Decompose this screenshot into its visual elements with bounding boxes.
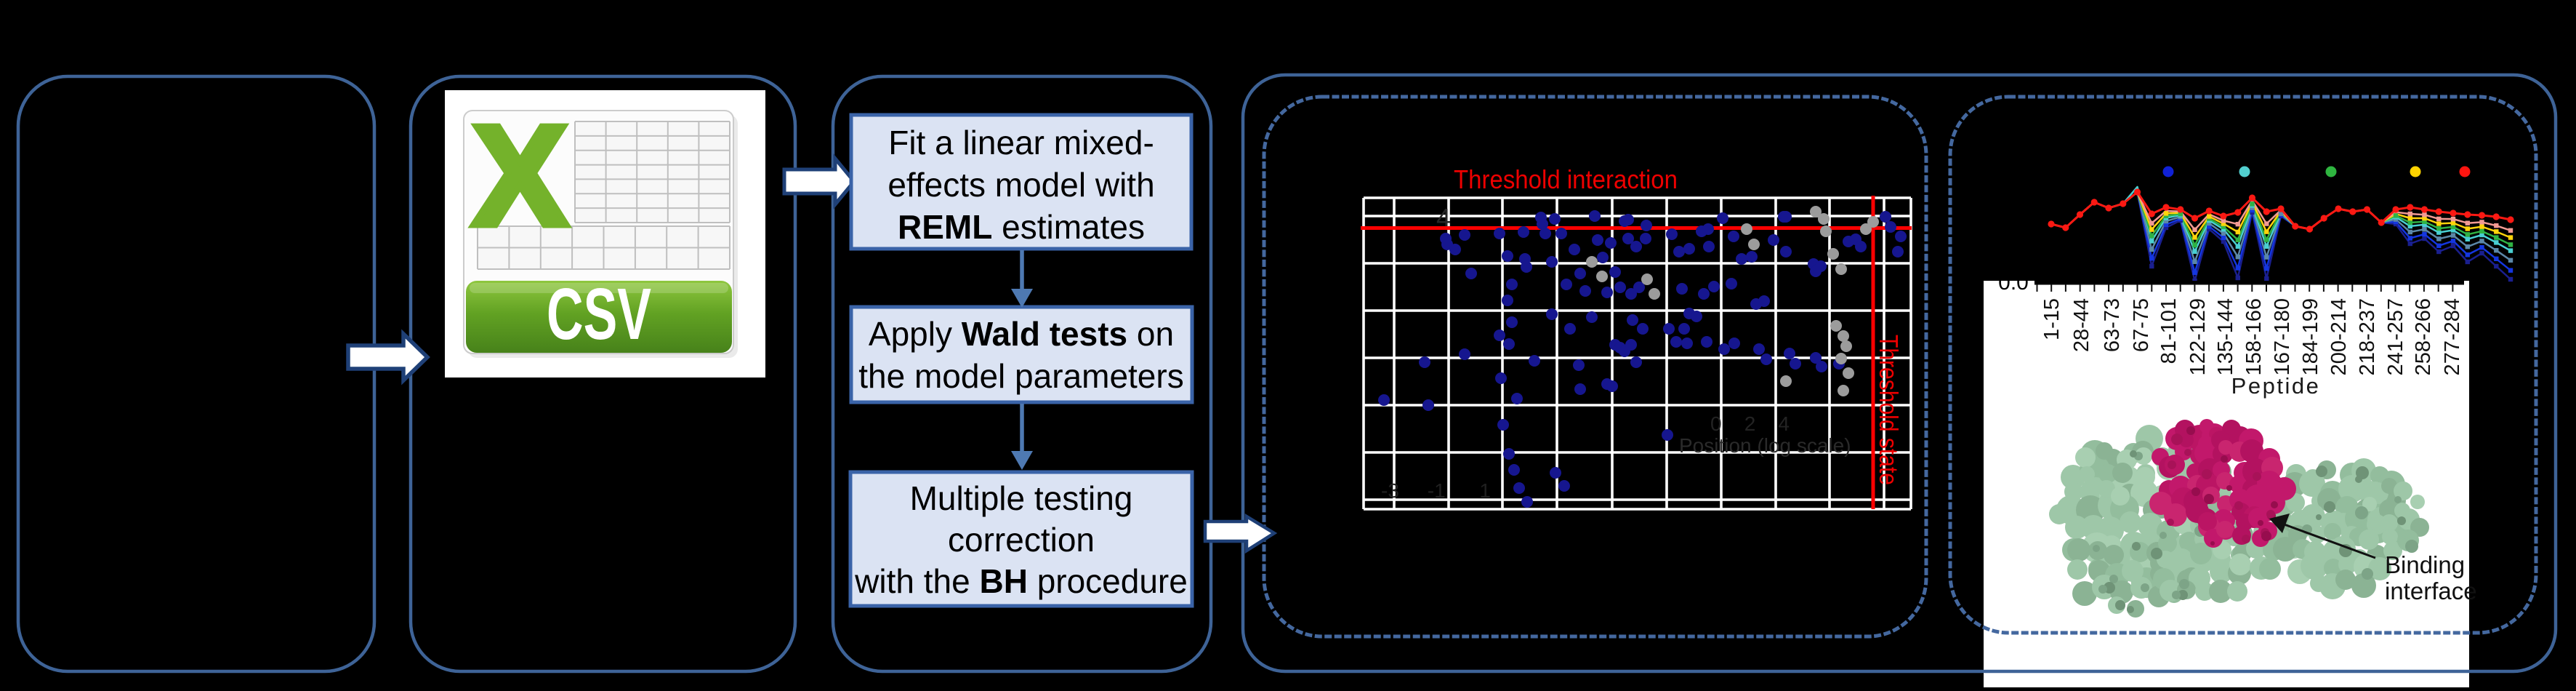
svg-text:4: 4 <box>1436 203 1451 233</box>
svg-text:Peptide: Peptide <box>2231 373 2321 399</box>
svg-text:135-144: 135-144 <box>2214 298 2237 375</box>
svg-text:interface: interface <box>2385 578 2477 604</box>
svg-text:158-166: 158-166 <box>2242 298 2266 375</box>
svg-text:277-284: 277-284 <box>2441 298 2464 375</box>
svg-text:184-199: 184-199 <box>2299 298 2322 375</box>
svg-text:X: X <box>472 96 568 255</box>
svg-text:167-180: 167-180 <box>2271 298 2294 375</box>
svg-text:CSV: CSV <box>547 274 651 355</box>
svg-text:1-15: 1-15 <box>2040 298 2064 340</box>
svg-text:122-129: 122-129 <box>2186 298 2210 375</box>
svg-text:258-266: 258-266 <box>2412 298 2435 375</box>
svg-text:67-75: 67-75 <box>2130 298 2153 352</box>
svg-text:Fit a linear mixed-: Fit a linear mixed- <box>888 124 1154 161</box>
svg-text:0.0: 0.0 <box>1998 271 2029 295</box>
svg-text:effects model with: effects model with <box>887 166 1154 204</box>
svg-text:241-257: 241-257 <box>2384 298 2407 375</box>
svg-text:correction: correction <box>948 521 1095 559</box>
svg-text:81-101: 81-101 <box>2157 298 2181 364</box>
svg-text:Multiple testing: Multiple testing <box>910 479 1133 517</box>
svg-text:Binding: Binding <box>2385 551 2465 578</box>
svg-text:-3 -1 1: -3 -1 1 <box>1381 479 1491 502</box>
svg-text:Threshold state: Threshold state <box>1874 335 1904 485</box>
svg-text:the model parameters: the model parameters <box>858 357 1183 395</box>
svg-text:63-73: 63-73 <box>2101 298 2124 352</box>
svg-text:Apply Wald tests on: Apply Wald tests on <box>869 315 1174 353</box>
svg-text:Position (log scale): Position (log scale) <box>1679 434 1851 457</box>
svg-text:with the BH procedure: with the BH procedure <box>854 562 1188 600</box>
svg-text:0 2 4: 0 2 4 <box>1710 412 1790 435</box>
svg-text:28-44: 28-44 <box>2070 298 2093 352</box>
svg-text:REML estimates: REML estimates <box>898 208 1145 246</box>
svg-text:218-237: 218-237 <box>2356 298 2379 375</box>
svg-text:200-214: 200-214 <box>2327 298 2351 375</box>
svg-text:Threshold interaction: Threshold interaction <box>1454 164 1678 194</box>
